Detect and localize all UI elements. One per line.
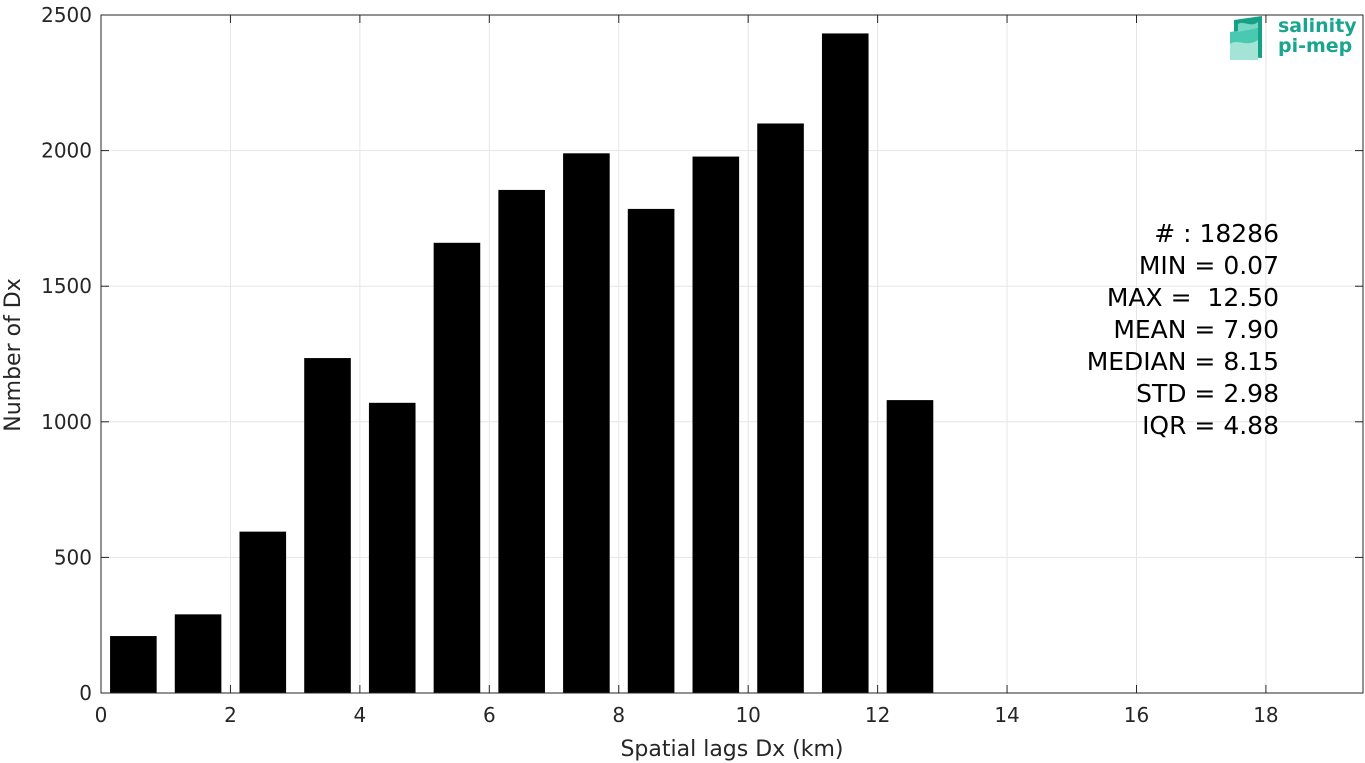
- x-tick-label: 2: [224, 703, 237, 727]
- y-tick-label: 2500: [41, 3, 92, 27]
- x-tick-label: 16: [1124, 703, 1149, 727]
- stat-count: # : 18286: [1154, 219, 1279, 248]
- x-tick-label: 8: [612, 703, 625, 727]
- y-tick-label: 2000: [41, 139, 92, 163]
- wave-logo-icon: [1230, 16, 1262, 60]
- histogram-bar: [821, 33, 869, 694]
- stat-max: MAX = 12.50: [1106, 283, 1279, 312]
- x-axis-label: Spatial lags Dx (km): [620, 737, 843, 762]
- stat-mean: MEAN = 7.90: [1113, 315, 1279, 344]
- histogram-bar: [627, 208, 675, 693]
- y-tick-labels: 0 500 1000 1500 2000 2500: [41, 3, 92, 705]
- histogram-bar: [563, 153, 610, 693]
- axes: [100, 14, 1364, 694]
- x-tick-labels: 0 2 4 6 8 10 12 14 16 18: [95, 703, 1279, 727]
- salinity-pi-mep-logo: salinity pi-mep: [1228, 14, 1358, 64]
- x-tick-label: 12: [865, 703, 890, 727]
- x-tick-label: 4: [354, 703, 367, 727]
- histogram-bar: [433, 242, 481, 694]
- histogram-bar: [110, 636, 157, 693]
- histogram-bar: [368, 402, 416, 693]
- histogram-bar: [174, 614, 222, 693]
- bars: [110, 33, 934, 694]
- logo-line1: salinity: [1278, 15, 1357, 37]
- y-tick-label: 0: [79, 681, 92, 705]
- y-tick-label: 1000: [41, 410, 92, 434]
- y-axis-label: Number of Dx: [1, 278, 26, 432]
- histogram-bar: [498, 189, 545, 693]
- stat-std: STD = 2.98: [1136, 379, 1279, 408]
- stat-iqr: IQR = 4.88: [1142, 411, 1279, 440]
- stat-min: MIN = 0.07: [1138, 251, 1279, 280]
- histogram-bar: [304, 358, 351, 693]
- y-tick-label: 1500: [41, 274, 92, 298]
- x-tick-label: 0: [95, 703, 108, 727]
- logo-text: salinity pi-mep: [1278, 16, 1357, 56]
- x-tick-label: 14: [994, 703, 1019, 727]
- histogram-bar: [692, 156, 740, 693]
- stat-median: MEDIAN = 8.15: [1086, 347, 1279, 376]
- stats-box: # : 18286 MIN = 0.07 MAX = 12.50 MEAN = 7.9…: [1087, 218, 1279, 442]
- histogram-bar: [886, 400, 934, 693]
- x-tick-label: 6: [483, 703, 496, 727]
- histogram-bar: [757, 123, 804, 694]
- axes-box: [100, 14, 1364, 694]
- x-tick-label: 10: [735, 703, 760, 727]
- x-tick-label: 18: [1253, 703, 1278, 727]
- logo-line2: pi-mep: [1278, 35, 1353, 57]
- histogram-bar: [239, 531, 287, 693]
- y-tick-label: 500: [54, 545, 92, 569]
